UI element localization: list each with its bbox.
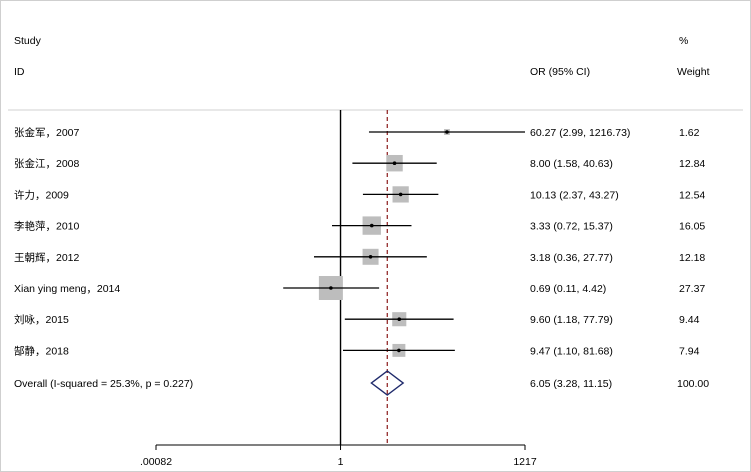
overall-or-ci: 6.05 (3.28, 11.15) [530, 378, 612, 390]
overall-label: Overall (I-squared = 25.3%, p = 0.227) [14, 378, 193, 390]
point-estimate [445, 130, 449, 134]
header-study: Study [14, 35, 42, 47]
study-or-ci: 9.47 (1.10, 81.68) [530, 345, 613, 357]
study-or-ci: 9.60 (1.18, 77.79) [530, 314, 613, 326]
point-estimate [392, 161, 397, 165]
point-estimate [398, 192, 403, 197]
study-weight: 12.84 [679, 158, 705, 170]
study-row: 张金军，2007 60.27 (2.99, 1216.73) 1.62 [14, 126, 700, 139]
point-estimate [369, 223, 374, 228]
point-estimate [368, 254, 373, 259]
study-label: 张金江，2008 [14, 157, 80, 170]
study-weight: 1.62 [679, 127, 700, 139]
study-weight: 12.18 [679, 252, 705, 264]
study-or-ci: 10.13 (2.37, 43.27) [530, 189, 619, 201]
point-estimate [329, 286, 333, 290]
study-weight: 12.54 [679, 189, 705, 201]
study-weight: 16.05 [679, 221, 705, 233]
x-tick-label: 1 [338, 456, 344, 468]
study-row: 王朝辉，2012 3.18 (0.36, 27.77) 12.18 [14, 248, 705, 265]
study-weight: 27.37 [679, 283, 705, 295]
overall-diamond [370, 370, 405, 396]
study-row: 张金江，2008 8.00 (1.58, 40.63) 12.84 [14, 154, 705, 172]
study-row: 郜静，2018 9.47 (1.10, 81.68) 7.94 [14, 343, 700, 357]
overall-weight: 100.00 [677, 378, 709, 390]
study-label: 刘咏，2015 [14, 314, 69, 326]
header-or-ci: OR (95% CI) [530, 66, 590, 78]
header-percent: % [679, 35, 688, 47]
study-or-ci: 8.00 (1.58, 40.63) [530, 158, 613, 170]
x-tick-label: 1217 [513, 456, 537, 468]
study-or-ci: 3.18 (0.36, 27.77) [530, 252, 613, 264]
study-label: 张金军，2007 [14, 126, 80, 139]
study-or-ci: 3.33 (0.72, 15.37) [530, 221, 613, 233]
x-tick-label: .00082 [140, 456, 172, 468]
study-row: 许力，2009 10.13 (2.37, 43.27) 12.54 [14, 186, 705, 203]
study-row: 李艳萍，2010 3.33 (0.72, 15.37) 16.05 [14, 216, 705, 235]
header-weight: Weight [677, 66, 710, 78]
study-label: 李艳萍，2010 [14, 220, 80, 233]
point-estimate [397, 317, 402, 322]
study-label: 许力，2009 [14, 188, 69, 201]
header-id: ID [14, 66, 25, 78]
study-row: Xian ying meng，2014 0.69 (0.11, 4.42) 27.3… [14, 276, 705, 300]
study-weight: 7.94 [679, 345, 700, 357]
study-weight: 9.44 [679, 314, 700, 326]
study-or-ci: 60.27 (2.99, 1216.73) [530, 127, 630, 139]
study-label: 郜静，2018 [14, 344, 69, 357]
study-row: 刘咏，2015 9.60 (1.18, 77.79) 9.44 [14, 312, 700, 327]
study-label: 王朝辉，2012 [14, 251, 80, 264]
point-estimate [397, 348, 401, 353]
study-or-ci: 0.69 (0.11, 4.42) [530, 283, 606, 295]
study-label: Xian ying meng，2014 [14, 283, 120, 295]
